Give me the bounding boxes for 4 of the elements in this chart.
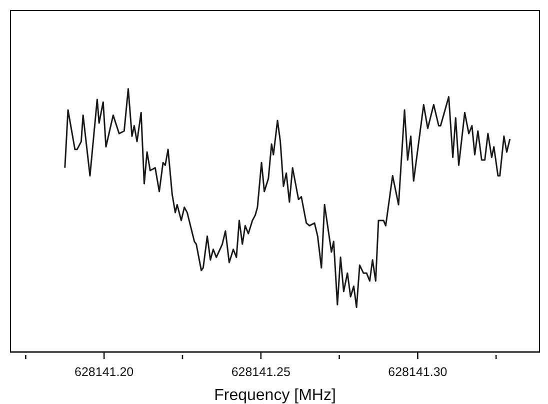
x-tick-label: 628141.20 bbox=[74, 365, 134, 379]
x-tick-label: 628141.30 bbox=[388, 365, 448, 379]
x-tick-label: 628141.25 bbox=[231, 365, 290, 379]
x-axis-title: Frequency [MHz] bbox=[214, 387, 336, 404]
